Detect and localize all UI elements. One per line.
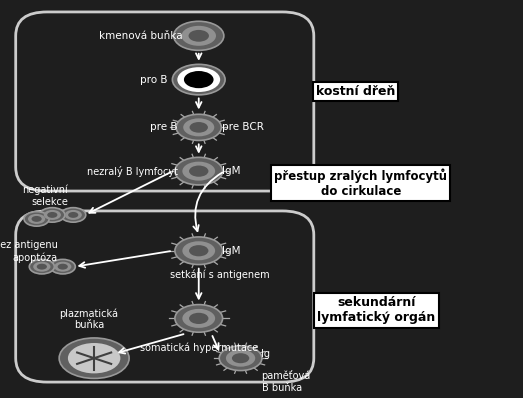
Ellipse shape [183,241,215,260]
Ellipse shape [188,30,209,42]
Ellipse shape [58,264,68,269]
Ellipse shape [68,343,120,373]
Text: plazmatická
buňka: plazmatická buňka [60,308,118,330]
Ellipse shape [175,157,223,185]
Ellipse shape [65,210,82,220]
Ellipse shape [28,214,46,224]
Ellipse shape [31,216,42,222]
Text: setkání s antigenem: setkání s antigenem [170,269,269,280]
Ellipse shape [44,210,61,220]
Ellipse shape [54,261,71,272]
Text: přestup zralých lymfocytů
do cirkulace: přestup zralých lymfocytů do cirkulace [275,168,447,198]
Text: nezralý B lymfocyt: nezralý B lymfocyt [87,166,178,177]
Ellipse shape [184,71,213,88]
Text: paměťová
B buňka: paměťová B buňka [262,370,311,393]
Ellipse shape [176,114,221,140]
Ellipse shape [174,21,224,51]
Ellipse shape [68,212,78,218]
Ellipse shape [226,350,255,367]
Ellipse shape [47,212,58,218]
Ellipse shape [189,245,209,256]
Ellipse shape [50,259,75,274]
Ellipse shape [189,313,209,324]
Ellipse shape [189,122,208,133]
Ellipse shape [59,338,129,378]
Ellipse shape [180,69,217,90]
Ellipse shape [70,344,118,372]
Text: negativní
selekce: negativní selekce [22,185,68,207]
Ellipse shape [175,237,223,265]
Text: pre BCR: pre BCR [222,122,264,133]
Ellipse shape [24,212,49,226]
Ellipse shape [183,118,214,137]
Text: IgM: IgM [222,246,241,256]
Text: pro B: pro B [140,74,167,85]
Ellipse shape [232,353,249,363]
Ellipse shape [189,166,209,177]
Ellipse shape [37,264,47,269]
Ellipse shape [183,162,215,181]
Ellipse shape [29,259,54,274]
Text: somatická hypermutace: somatická hypermutace [140,342,258,353]
FancyArrowPatch shape [194,173,222,231]
Ellipse shape [183,309,215,328]
Text: IgM: IgM [222,166,241,176]
Ellipse shape [173,64,225,95]
Ellipse shape [175,304,223,332]
Ellipse shape [177,67,220,92]
Ellipse shape [181,26,216,46]
Text: kostní dřeň: kostní dřeň [316,85,395,98]
Text: pre B: pre B [150,122,178,133]
Ellipse shape [40,208,65,222]
Ellipse shape [219,346,262,371]
Text: Ig: Ig [262,349,270,359]
Text: kmenová buňka: kmenová buňka [99,31,183,41]
Ellipse shape [61,208,86,222]
Text: sekundární
lymfatický orgán: sekundární lymfatický orgán [317,297,436,324]
Ellipse shape [33,261,50,272]
Text: bez antigenu
apoptóza: bez antigenu apoptóza [0,240,58,263]
